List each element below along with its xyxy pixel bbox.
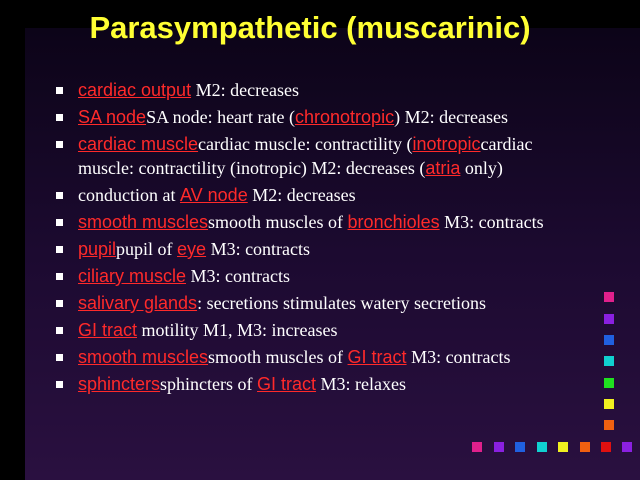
bullet-text: smooth muscles of <box>208 212 348 232</box>
bullet-text: motility M1, M3: increases <box>137 320 338 340</box>
deco-square <box>604 420 614 430</box>
deco-square <box>558 442 568 452</box>
hyperlink[interactable]: chronotropic <box>295 107 395 127</box>
background-panel <box>25 28 640 480</box>
bullet-text: M2: decreases <box>247 185 356 205</box>
hyperlink[interactable]: inotropic <box>412 134 481 154</box>
bullet-item: GI tract motility M1, M3: increases <box>56 318 573 342</box>
hyperlink[interactable]: smooth muscles <box>78 347 209 367</box>
bullet-text: smooth muscles of <box>208 347 348 367</box>
bullet-item: sphincterssphincters of GI tract M3: rel… <box>56 372 573 396</box>
deco-square <box>604 356 614 366</box>
bullet-text: M3: contracts <box>186 266 291 286</box>
deco-square <box>515 442 525 452</box>
hyperlink[interactable]: GI tract <box>257 374 317 394</box>
deco-square <box>622 442 632 452</box>
bullet-text: sphincters of <box>160 374 258 394</box>
bullet-text: M3: contracts <box>206 239 311 259</box>
bullet-text: M3: relaxes <box>316 374 407 394</box>
bullet-item: ciliary muscle M3: contracts <box>56 264 573 288</box>
bullet-text: : secretions stimulates watery secretion… <box>197 293 486 313</box>
bullet-item: pupilpupil of eye M3: contracts <box>56 237 573 261</box>
bullet-item: cardiac musclecardiac muscle: contractil… <box>56 132 573 180</box>
hyperlink[interactable]: eye <box>177 239 207 259</box>
deco-square <box>494 442 504 452</box>
deco-square <box>472 442 482 452</box>
hyperlink[interactable]: ciliary muscle <box>78 266 187 286</box>
deco-square <box>604 314 614 324</box>
bullet-text: M3: contracts <box>439 212 544 232</box>
hyperlink[interactable]: AV node <box>179 185 248 205</box>
hyperlink[interactable]: salivary glands <box>78 293 198 313</box>
bullet-item: cardiac output M2: decreases <box>56 78 573 102</box>
bullet-list: cardiac output M2: decreases SA nodeSA no… <box>56 78 573 399</box>
bullet-item: smooth musclessmooth muscles of bronchio… <box>56 210 573 234</box>
hyperlink[interactable]: sphincters <box>78 374 161 394</box>
deco-square <box>604 292 614 302</box>
deco-square <box>604 399 614 409</box>
hyperlink[interactable]: cardiac output <box>78 80 192 100</box>
bullet-text: ) M2: decreases <box>394 107 509 127</box>
bullet-text: conduction at <box>78 185 180 205</box>
hyperlink[interactable]: cardiac muscle <box>78 134 199 154</box>
deco-square <box>580 442 590 452</box>
hyperlink[interactable]: atria <box>425 158 461 178</box>
bullet-item: smooth musclessmooth muscles of GI tract… <box>56 345 573 369</box>
bullet-text: SA node: heart rate ( <box>146 107 296 127</box>
hyperlink[interactable]: GI tract <box>347 347 407 367</box>
slide-title: Parasympathetic (muscarinic) <box>89 10 531 45</box>
deco-square <box>537 442 547 452</box>
hyperlink[interactable]: GI tract <box>78 320 138 340</box>
bullet-text: pupil of <box>116 239 178 259</box>
deco-square <box>604 378 614 388</box>
hyperlink[interactable]: SA node <box>78 107 147 127</box>
deco-square <box>604 335 614 345</box>
hyperlink[interactable]: bronchioles <box>347 212 440 232</box>
bullet-item: conduction at AV node M2: decreases <box>56 183 573 207</box>
bullet-item: SA nodeSA node: heart rate (chronotropic… <box>56 105 573 129</box>
hyperlink[interactable]: pupil <box>78 239 117 259</box>
deco-square <box>601 442 611 452</box>
bullet-text: cardiac muscle: contractility (inotropic… <box>78 134 533 178</box>
bullet-text: only) <box>460 158 503 178</box>
bullet-text: cardiac muscle: contractility ( <box>198 134 413 154</box>
bullet-text: M2: decreases <box>191 80 300 100</box>
bullet-text: M3: contracts <box>406 347 511 367</box>
hyperlink[interactable]: smooth muscles <box>78 212 209 232</box>
bullet-item: salivary glands: secretions stimulates w… <box>56 291 573 315</box>
